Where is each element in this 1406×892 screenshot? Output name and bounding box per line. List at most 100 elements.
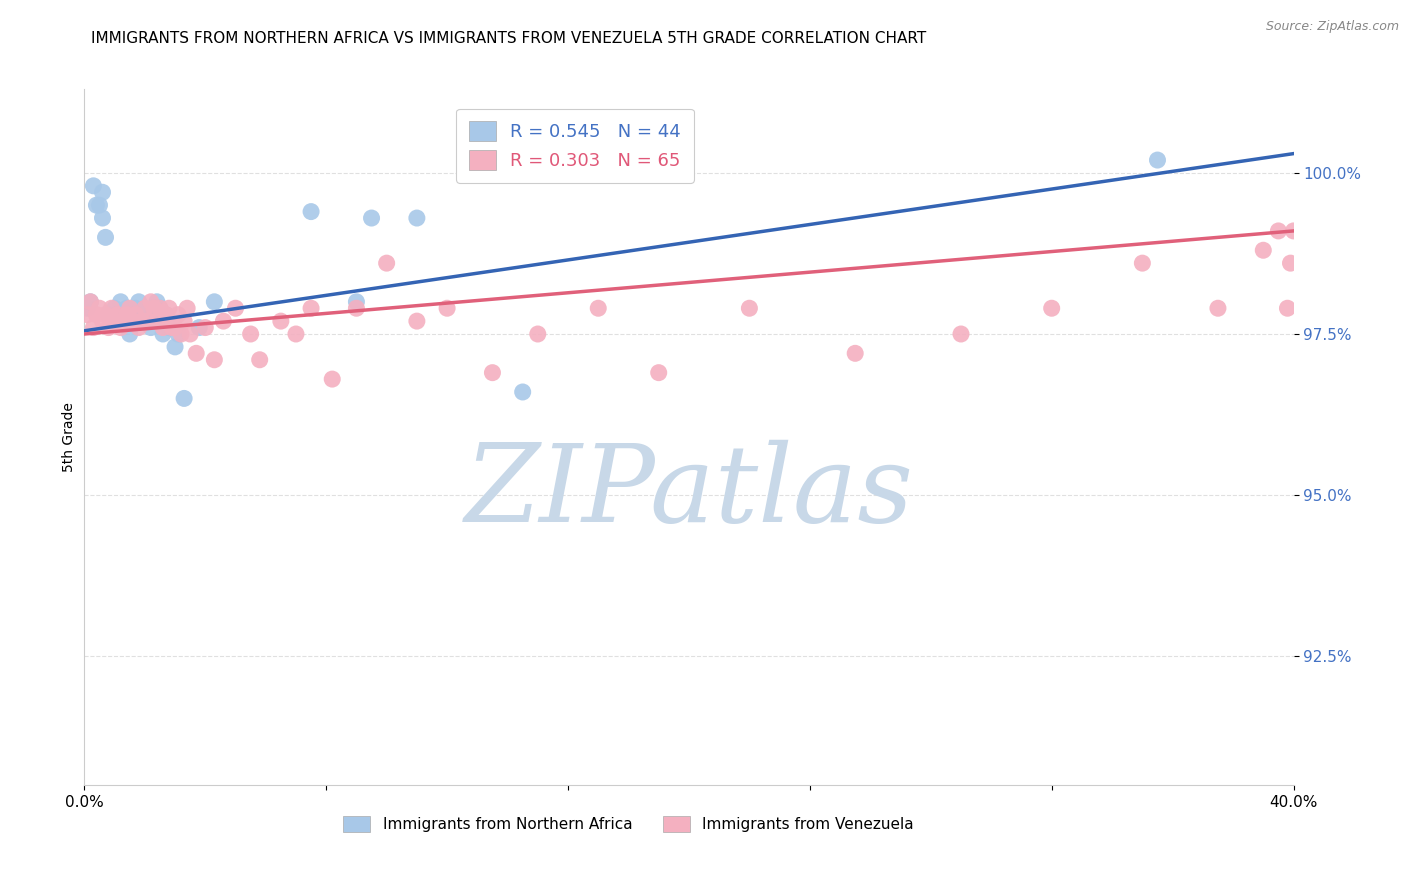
- Point: [136, 314, 159, 328]
- Point: [142, 301, 165, 316]
- Point: [1040, 301, 1063, 316]
- Point: [194, 320, 217, 334]
- Point: [107, 308, 129, 322]
- Point: [157, 320, 180, 334]
- Point: [1282, 224, 1305, 238]
- Point: [131, 314, 153, 328]
- Point: [94, 308, 117, 322]
- Point: [79, 294, 101, 309]
- Point: [239, 326, 262, 341]
- Point: [527, 326, 550, 341]
- Point: [173, 314, 195, 328]
- Point: [91, 186, 114, 200]
- Point: [738, 301, 761, 316]
- Point: [128, 320, 150, 334]
- Point: [136, 308, 159, 322]
- Point: [170, 326, 193, 341]
- Point: [1279, 256, 1302, 270]
- Point: [134, 301, 156, 316]
- Point: [406, 314, 429, 328]
- Point: [142, 314, 165, 328]
- Point: [588, 301, 610, 316]
- Point: [91, 314, 114, 328]
- Point: [512, 384, 534, 399]
- Point: [285, 326, 308, 341]
- Point: [179, 326, 201, 341]
- Point: [76, 301, 98, 316]
- Point: [97, 308, 120, 322]
- Point: [131, 308, 153, 322]
- Point: [104, 301, 127, 316]
- Point: [270, 314, 292, 328]
- Point: [188, 320, 211, 334]
- Point: [94, 230, 117, 244]
- Point: [134, 301, 156, 316]
- Point: [186, 346, 208, 360]
- Point: [97, 320, 120, 334]
- Point: [146, 294, 169, 309]
- Point: [155, 308, 177, 322]
- Point: [176, 301, 198, 316]
- Point: [167, 308, 190, 322]
- Point: [86, 198, 108, 212]
- Point: [112, 314, 135, 328]
- Point: [121, 314, 143, 328]
- Point: [299, 204, 322, 219]
- Point: [112, 308, 135, 322]
- Point: [125, 308, 148, 322]
- Point: [225, 301, 247, 316]
- Point: [436, 301, 458, 316]
- Text: Source: ZipAtlas.com: Source: ZipAtlas.com: [1265, 20, 1399, 33]
- Point: [173, 392, 195, 406]
- Point: [86, 308, 108, 322]
- Point: [1277, 301, 1299, 316]
- Point: [100, 314, 122, 328]
- Legend: Immigrants from Northern Africa, Immigrants from Venezuela: Immigrants from Northern Africa, Immigra…: [335, 808, 922, 840]
- Point: [110, 294, 132, 309]
- Text: ZIPatlas: ZIPatlas: [464, 440, 914, 545]
- Point: [406, 211, 429, 225]
- Point: [360, 211, 382, 225]
- Point: [118, 326, 141, 341]
- Point: [1253, 244, 1275, 258]
- Y-axis label: 5th Grade: 5th Grade: [62, 402, 76, 472]
- Point: [167, 326, 190, 341]
- Point: [1267, 224, 1289, 238]
- Point: [160, 320, 183, 334]
- Point: [76, 308, 98, 322]
- Point: [165, 320, 187, 334]
- Point: [152, 320, 174, 334]
- Point: [121, 314, 143, 328]
- Point: [149, 301, 172, 316]
- Point: [165, 340, 187, 354]
- Point: [346, 294, 368, 309]
- Point: [152, 326, 174, 341]
- Point: [100, 301, 122, 316]
- Point: [202, 352, 225, 367]
- Point: [82, 320, 104, 334]
- Point: [125, 308, 148, 322]
- Point: [950, 326, 973, 341]
- Point: [139, 294, 162, 309]
- Point: [125, 301, 148, 316]
- Text: IMMIGRANTS FROM NORTHERN AFRICA VS IMMIGRANTS FROM VENEZUELA 5TH GRADE CORRELATI: IMMIGRANTS FROM NORTHERN AFRICA VS IMMIG…: [91, 31, 927, 46]
- Point: [110, 320, 132, 334]
- Point: [844, 346, 866, 360]
- Point: [139, 320, 162, 334]
- Point: [104, 314, 127, 328]
- Point: [157, 301, 180, 316]
- Point: [115, 308, 138, 322]
- Point: [136, 314, 159, 328]
- Point: [481, 366, 503, 380]
- Point: [375, 256, 398, 270]
- Point: [1130, 256, 1153, 270]
- Point: [146, 314, 169, 328]
- Point: [321, 372, 343, 386]
- Point: [648, 366, 671, 380]
- Point: [91, 211, 114, 225]
- Point: [155, 308, 177, 322]
- Point: [1206, 301, 1229, 316]
- Point: [118, 308, 141, 322]
- Point: [249, 352, 271, 367]
- Point: [202, 294, 225, 309]
